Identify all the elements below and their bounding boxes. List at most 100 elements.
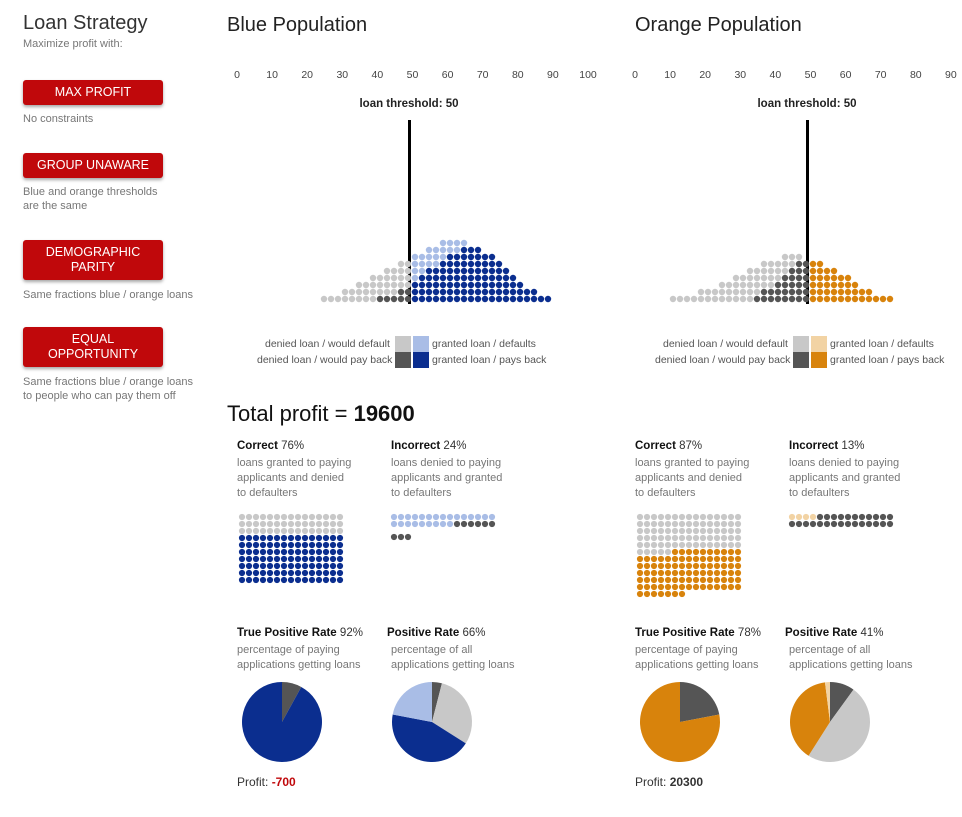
orange-correct-dot <box>671 513 679 521</box>
orange-correct-dot <box>636 548 644 556</box>
orange-applicant-dot <box>746 267 754 275</box>
demographic-parity-label: DEMOGRAPHIC PARITY <box>45 245 141 274</box>
orange-applicant-dot <box>837 274 845 282</box>
blue-applicant-dot <box>432 253 440 261</box>
orange-applicant-dot <box>809 288 817 296</box>
blue-correct-dot <box>294 541 302 549</box>
orange-applicant-dot <box>795 295 803 303</box>
blue-applicant-dot <box>460 288 468 296</box>
blue-applicant-dot <box>544 295 552 303</box>
orange-applicant-dot <box>746 295 754 303</box>
orange-correct-dot <box>678 541 686 549</box>
blue-applicant-dot <box>474 295 482 303</box>
orange-applicant-dot <box>816 260 824 268</box>
blue-correct-dot <box>308 520 316 528</box>
orange-correct-dot <box>727 513 735 521</box>
blue-incorrect-dot <box>488 513 496 521</box>
blue-applicant-dot <box>390 267 398 275</box>
orange-correct-dot <box>685 534 693 542</box>
orange-applicant-dot <box>816 267 824 275</box>
orange-applicant-dot <box>781 253 789 261</box>
blue-correct-dot <box>273 562 281 570</box>
blue-applicant-dot <box>348 288 356 296</box>
blue-threshold-label[interactable]: loan threshold: 50 <box>359 98 459 110</box>
orange-correct-dot <box>720 569 728 577</box>
orange-tick-70: 70 <box>874 69 887 81</box>
blue-legend-denied-pay: denied loan / would pay back <box>257 354 393 366</box>
equal-opportunity-button[interactable]: EQUAL OPPORTUNITY <box>23 327 163 367</box>
blue-applicant-dot <box>467 281 475 289</box>
blue-applicant-dot <box>446 253 454 261</box>
orange-correct-dot <box>664 520 672 528</box>
orange-correct-dot <box>657 520 665 528</box>
blue-applicant-dot <box>446 267 454 275</box>
orange-correct-dot <box>643 555 651 563</box>
orange-applicant-dot <box>844 274 852 282</box>
orange-correct-dot <box>734 555 742 563</box>
blue-applicant-dot <box>404 260 412 268</box>
blue-applicant-dot <box>474 246 482 254</box>
blue-tick-40: 40 <box>371 69 384 81</box>
blue-applicant-dot <box>404 281 412 289</box>
orange-threshold-line[interactable] <box>806 120 809 304</box>
orange-correct-dot <box>713 562 721 570</box>
blue-correct-dot <box>280 541 288 549</box>
blue-incorrect-dot <box>390 513 398 521</box>
orange-applicant-dot <box>753 274 761 282</box>
blue-distribution <box>320 239 552 303</box>
blue-correct-dot <box>238 541 246 549</box>
blue-applicant-dot <box>467 295 475 303</box>
blue-applicant-dot <box>467 274 475 282</box>
orange-threshold-label[interactable]: loan threshold: 50 <box>757 98 857 110</box>
blue-applicant-dot <box>460 239 468 247</box>
blue-correct-dot <box>315 513 323 521</box>
blue-correct-dot <box>238 513 246 521</box>
orange-profit-value: 20300 <box>669 775 704 789</box>
max-profit-button[interactable]: MAX PROFIT <box>23 80 163 105</box>
orange-correct-dot <box>678 513 686 521</box>
orange-incorrect-dot <box>851 513 859 521</box>
orange-applicant-dot <box>732 295 740 303</box>
orange-correct-pct: 87% <box>679 440 703 452</box>
orange-correct-dot <box>650 583 658 591</box>
blue-correct-dot <box>287 576 295 584</box>
blue-correct-dot <box>308 548 316 556</box>
orange-correct-dot <box>734 548 742 556</box>
orange-applicant-dot <box>886 295 894 303</box>
blue-applicant-dot <box>446 288 454 296</box>
orange-correct-dot <box>664 541 672 549</box>
orange-correct-dot <box>664 569 672 577</box>
orange-correct-dot <box>727 548 735 556</box>
blue-applicant-dot <box>425 246 433 254</box>
orange-correct-dot <box>664 513 672 521</box>
orange-pr-header: Positive Rate 41% <box>785 627 883 639</box>
blue-correct-dot <box>294 555 302 563</box>
blue-threshold-line[interactable] <box>408 120 411 304</box>
blue-applicant-dot <box>502 274 510 282</box>
orange-incorrect-dot <box>830 513 838 521</box>
orange-correct-dot <box>678 548 686 556</box>
blue-correct-dot <box>294 548 302 556</box>
blue-correct-dot <box>329 527 337 535</box>
orange-correct-dot <box>734 541 742 549</box>
orange-applicant-dot <box>767 295 775 303</box>
orange-applicant-dot <box>788 267 796 275</box>
blue-correct-dot <box>266 555 274 563</box>
orange-correct-dot <box>713 534 721 542</box>
blue-incorrect-dot <box>411 513 419 521</box>
demographic-parity-button[interactable]: DEMOGRAPHIC PARITY <box>23 240 163 280</box>
group-unaware-button[interactable]: GROUP UNAWARE <box>23 153 163 178</box>
blue-applicant-dot <box>502 267 510 275</box>
orange-applicant-dot <box>830 274 838 282</box>
blue-applicant-dot <box>425 260 433 268</box>
blue-correct-dot <box>308 555 316 563</box>
orange-applicant-dot <box>816 288 824 296</box>
blue-correct-dot <box>245 513 253 521</box>
blue-correct-dot <box>336 534 344 542</box>
blue-applicant-dot <box>502 281 510 289</box>
blue-tick-90: 90 <box>547 69 559 81</box>
orange-correct-dot <box>643 583 651 591</box>
blue-applicant-dot <box>432 288 440 296</box>
blue-incorrect-dot <box>432 513 440 521</box>
orange-tick-80: 80 <box>909 69 922 81</box>
